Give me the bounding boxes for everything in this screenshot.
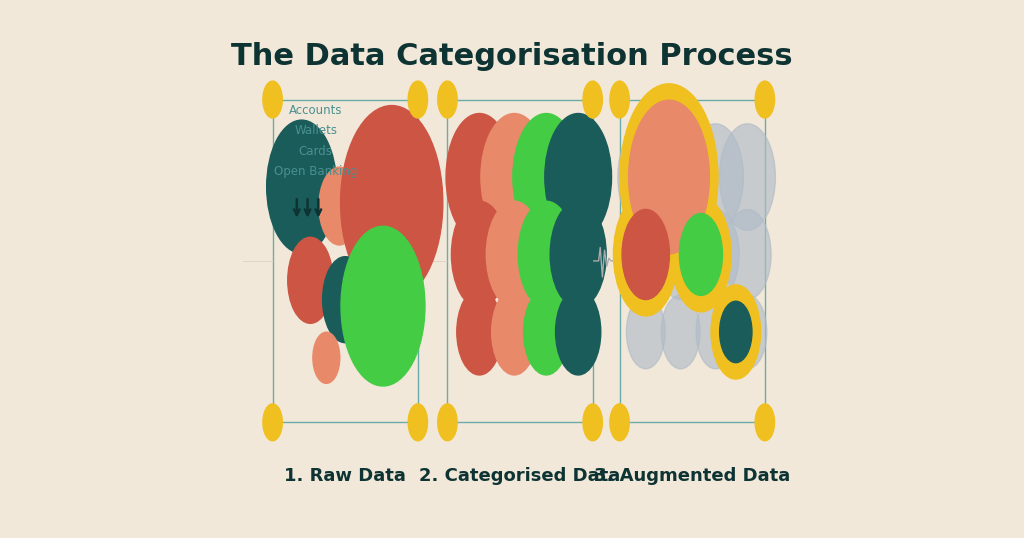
Text: 1. Raw Data: 1. Raw Data [285,467,407,485]
Ellipse shape [341,105,442,300]
Ellipse shape [671,197,731,312]
Ellipse shape [518,201,574,308]
Ellipse shape [627,295,666,369]
Ellipse shape [755,404,774,441]
Ellipse shape [622,209,670,300]
Ellipse shape [437,404,457,441]
Text: Open Banking: Open Banking [274,165,357,178]
Text: Cards: Cards [299,145,333,158]
Ellipse shape [617,124,674,230]
Ellipse shape [323,257,368,343]
Text: Accounts: Accounts [289,104,342,117]
Ellipse shape [696,295,735,369]
Ellipse shape [728,295,767,369]
Ellipse shape [481,114,548,240]
Ellipse shape [409,404,428,441]
Ellipse shape [263,81,283,118]
Ellipse shape [755,81,774,118]
Ellipse shape [583,404,602,441]
Ellipse shape [724,209,771,300]
Ellipse shape [687,124,743,230]
Bar [620,100,765,422]
Ellipse shape [266,120,337,253]
Ellipse shape [452,201,507,308]
Text: 2. Categorised Data: 2. Categorised Data [420,467,621,485]
Ellipse shape [550,201,606,308]
Ellipse shape [523,289,568,375]
Ellipse shape [680,214,723,295]
Ellipse shape [492,289,537,375]
Ellipse shape [692,209,739,300]
Ellipse shape [341,226,425,386]
Ellipse shape [629,100,710,254]
Text: The Data Categorisation Process: The Data Categorisation Process [231,42,793,71]
Ellipse shape [437,81,457,118]
Ellipse shape [446,114,513,240]
Ellipse shape [610,404,630,441]
Bar [447,100,593,422]
Ellipse shape [583,81,602,118]
Ellipse shape [620,84,718,270]
Ellipse shape [652,124,709,230]
Ellipse shape [622,209,670,300]
Ellipse shape [313,332,340,384]
Ellipse shape [610,81,630,118]
Ellipse shape [613,193,678,316]
Text: Wallets: Wallets [294,124,337,137]
Ellipse shape [720,124,775,230]
Ellipse shape [556,289,601,375]
Ellipse shape [353,146,386,208]
Ellipse shape [263,404,283,441]
Ellipse shape [657,209,705,300]
Bar [272,100,418,422]
Ellipse shape [720,301,752,363]
Ellipse shape [513,114,580,240]
Ellipse shape [288,237,333,323]
Ellipse shape [457,289,502,375]
Ellipse shape [318,167,359,245]
Text: 3. Augmented Data: 3. Augmented Data [594,467,791,485]
Ellipse shape [711,285,761,379]
Ellipse shape [409,81,428,118]
Ellipse shape [486,201,543,308]
Ellipse shape [545,114,611,240]
Ellipse shape [662,295,700,369]
